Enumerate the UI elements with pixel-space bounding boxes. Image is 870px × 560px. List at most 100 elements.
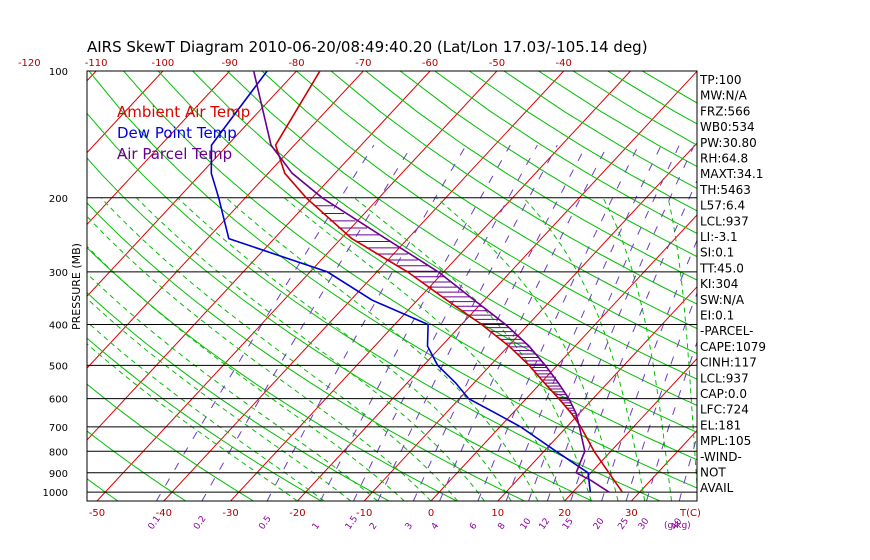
bottom-temp-tick: -50: [89, 508, 105, 519]
index-item: RH:64.8: [700, 152, 748, 166]
dry-adiabat: [87, 112, 661, 501]
bottom-temp-tick: -40: [156, 508, 172, 519]
dry-adiabat: [330, 71, 697, 305]
isotherm-line: [430, 214, 697, 501]
pressure-tick: 200: [49, 194, 68, 205]
index-item: FRZ:566: [700, 104, 750, 118]
legend-entry: Air Parcel Temp: [117, 145, 232, 163]
isotherm-line: [497, 286, 697, 501]
isotherm-line: [96, 71, 498, 501]
isotherm-line: [0, 71, 29, 501]
index-item: SW:N/A: [700, 293, 745, 307]
pressure-tick: 800: [49, 447, 68, 458]
index-item: -WIND-: [700, 450, 742, 464]
index-item: LI:-3.1: [700, 230, 738, 244]
moist-adiabat: [87, 343, 298, 501]
bottom-temp-tick: 0: [428, 508, 434, 519]
mixing-ratio-label: 10: [519, 516, 534, 531]
moist-adiabat: [100, 197, 459, 501]
top-temp-tick: -70: [355, 58, 371, 69]
index-item: SI:0.1: [700, 246, 734, 260]
moist-adiabat: [667, 197, 697, 493]
index-item: NOT: [700, 466, 726, 480]
mixing-ratio-label: 0.2: [192, 514, 208, 531]
y-axis-label: PRESSURE (MB): [70, 243, 83, 330]
isotherm-line: [87, 71, 164, 154]
mixing-ratio-label: 3: [404, 521, 415, 531]
index-item: MPL:105: [700, 434, 751, 448]
dry-adiabat: [157, 71, 697, 433]
index-item: TP:100: [699, 73, 742, 87]
dry-adiabat: [503, 71, 697, 190]
dry-adiabat: [434, 71, 697, 235]
index-item: EI:0.1: [700, 309, 734, 323]
moist-adiabat: [435, 197, 619, 501]
dry-adiabat: [87, 291, 390, 501]
index-item: PW:30.80: [700, 136, 757, 150]
moist-adiabat: [87, 321, 325, 501]
mixing-ratio-unit: (g/kg): [664, 521, 691, 531]
moist-adiabat: [353, 197, 592, 501]
index-item: TH:5463: [699, 183, 751, 197]
index-item: -PARCEL-: [700, 324, 754, 338]
dry-adiabat: [192, 71, 697, 406]
dry-adiabat: [87, 157, 593, 501]
pressure-tick: 1000: [43, 488, 68, 499]
top-temp-tick: -110: [85, 58, 108, 69]
mixing-ratio-label: 2: [368, 521, 379, 531]
isotherm-line: [87, 71, 364, 369]
index-item: CAPE:1079: [700, 340, 766, 354]
top-temp-tick: -50: [489, 58, 505, 69]
bottom-temp-tick: -30: [222, 508, 238, 519]
pressure-tick: 400: [49, 321, 68, 332]
pressure-tick: 600: [49, 395, 68, 406]
mixing-ratio-label: 20: [592, 516, 607, 531]
index-item: KI:304: [700, 277, 738, 291]
mixing-ratio-label: 1: [311, 521, 322, 531]
index-item: L57:6.4: [700, 199, 745, 213]
pressure-tick: 700: [49, 423, 68, 434]
mixing-ratio-label: 30: [637, 516, 652, 531]
index-item: LFC:724: [700, 403, 749, 417]
bottom-temp-tick: -10: [356, 508, 372, 519]
top-temp-tick: -120: [18, 58, 41, 69]
moist-adiabat: [602, 197, 672, 501]
dry-adiabat: [296, 71, 697, 330]
pressure-tick: 500: [49, 361, 68, 372]
mixing-ratio-line: [155, 144, 375, 501]
moist-adiabat: [87, 272, 378, 501]
top-temp-tick: -100: [152, 58, 175, 69]
index-item: LCL:937: [700, 371, 749, 385]
bottom-temp-unit: T(C): [679, 508, 701, 519]
mixing-ratio-label: 12: [538, 517, 553, 532]
dry-adiabat: [87, 202, 525, 501]
bottom-temp-tick: 20: [558, 508, 571, 519]
parcel-hatch: [306, 197, 579, 424]
plot-frame: [86, 70, 698, 502]
pressure-tick: 300: [49, 268, 68, 279]
index-item: MW:N/A: [700, 89, 748, 103]
dry-adiabat: [399, 71, 697, 258]
mixing-ratio-label: 8: [496, 521, 508, 532]
dry-adiabat: [365, 71, 697, 281]
top-temp-tick: -60: [422, 58, 438, 69]
series-air-parcel-temp: [252, 71, 610, 493]
isotherm-line: [87, 71, 431, 441]
dry-adiabat: [261, 71, 697, 355]
moist-adiabat: [87, 215, 432, 501]
index-item: LCL:937: [700, 214, 749, 228]
top-temp-tick: -80: [288, 58, 304, 69]
mixing-ratio-label: 4: [430, 521, 442, 532]
index-item: CAP:0.0: [700, 387, 747, 401]
index-item: WB0:534: [700, 120, 755, 134]
legend-entry: Ambient Air Temp: [117, 103, 250, 121]
index-item: CINH:117: [700, 356, 757, 370]
index-item: EL:181: [700, 418, 741, 432]
isotherm-line: [297, 71, 697, 501]
dry-adiabat: [87, 337, 322, 501]
isotherm-line: [832, 71, 870, 501]
isotherm-line: [163, 71, 565, 501]
chart-title: AIRS SkewT Diagram 2010-06-20/08:49:40.2…: [87, 38, 648, 56]
